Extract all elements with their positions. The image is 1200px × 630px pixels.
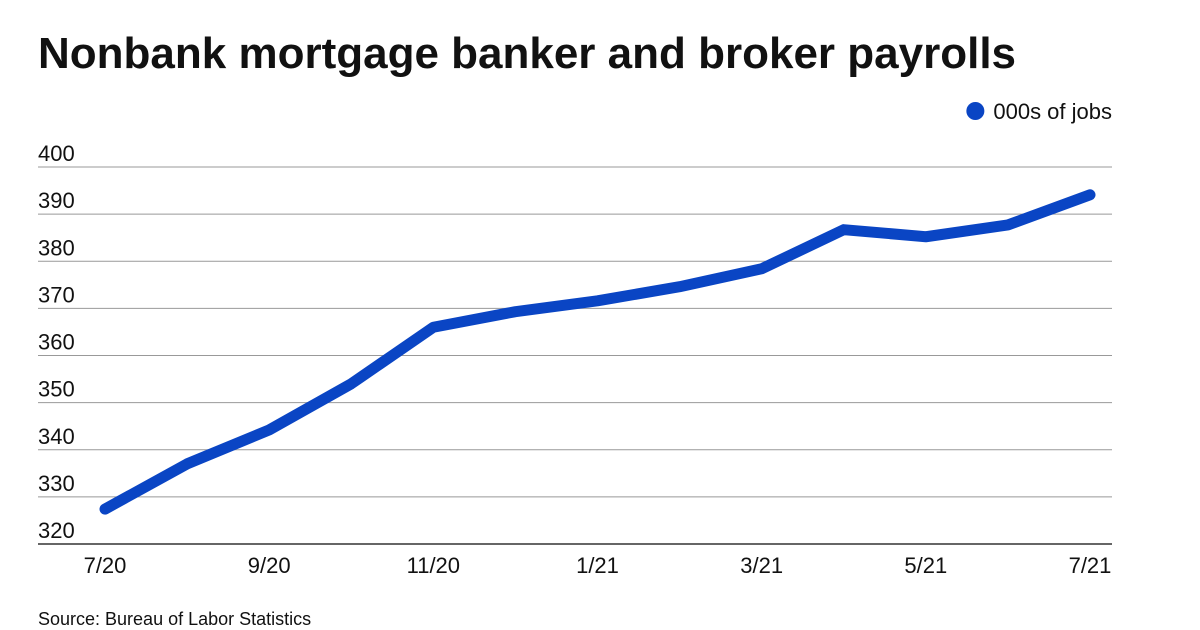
x-tick-label: 7/20 xyxy=(84,553,127,578)
y-tick-label: 320 xyxy=(38,518,75,543)
y-tick-label: 340 xyxy=(38,424,75,449)
legend-marker xyxy=(966,102,985,120)
y-tick-label: 370 xyxy=(38,282,75,307)
legend-label: 000s of jobs xyxy=(993,99,1112,124)
x-tick-label: 11/20 xyxy=(407,553,460,578)
x-tick-label: 9/20 xyxy=(248,553,291,578)
chart-title: Nonbank mortgage banker and broker payro… xyxy=(38,29,1016,78)
x-tick-label: 3/21 xyxy=(740,553,783,578)
y-tick-label: 330 xyxy=(38,471,75,496)
y-tick-label: 400 xyxy=(38,141,75,166)
y-tick-label: 350 xyxy=(38,377,75,402)
x-tick-label: 1/21 xyxy=(576,553,619,578)
source: Source: Bureau of Labor Statistics xyxy=(38,609,311,629)
y-tick-label: 360 xyxy=(38,330,75,355)
data-line xyxy=(99,189,1096,515)
x-tick-label: 5/21 xyxy=(904,553,947,578)
y-tick-label: 380 xyxy=(38,235,75,260)
y-tick-label: 390 xyxy=(38,188,75,213)
x-tick-label: 7/21 xyxy=(1069,553,1112,578)
